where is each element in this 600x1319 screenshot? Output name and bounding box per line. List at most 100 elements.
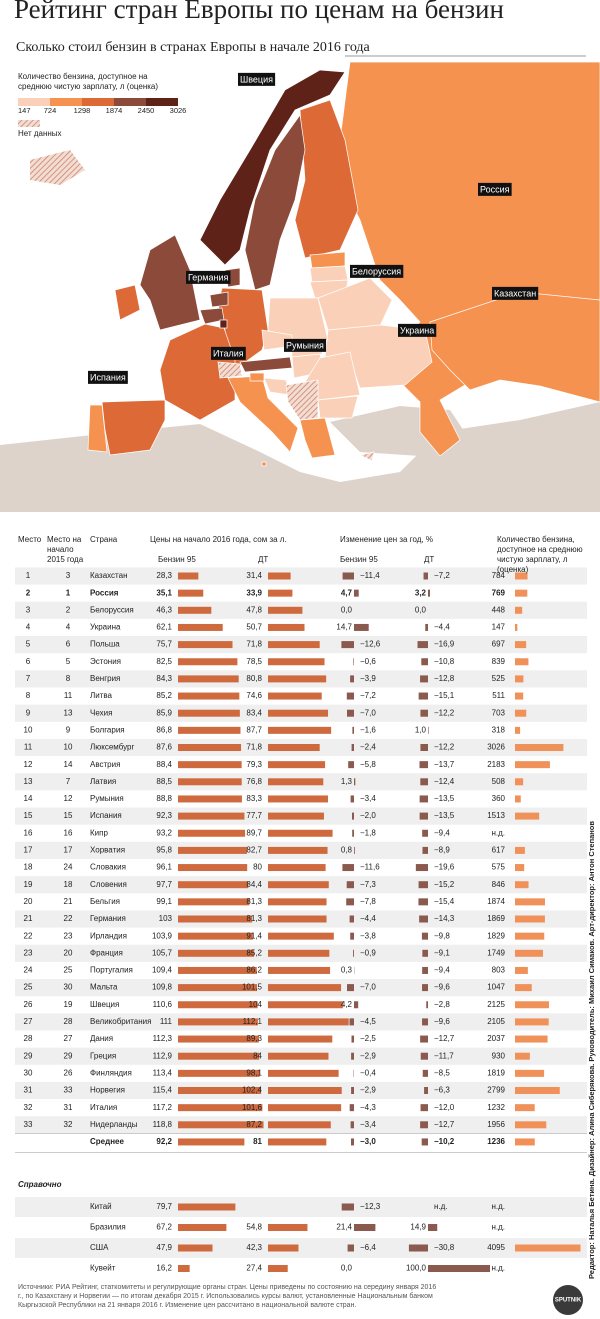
change-bar	[421, 658, 428, 666]
liters-bar	[515, 795, 521, 803]
cell: Португалия	[90, 966, 133, 975]
change-bar	[351, 1087, 354, 1094]
change-bar	[423, 572, 428, 580]
cell: −19,6	[434, 863, 455, 872]
price-bar	[268, 778, 324, 786]
no-data-area	[285, 379, 319, 421]
price-bar	[268, 829, 333, 837]
cell: Белоруссия	[90, 605, 134, 614]
change-bar	[354, 778, 356, 786]
change-bar	[349, 1018, 354, 1026]
cell: 575	[492, 863, 506, 872]
row-stripe	[15, 1238, 587, 1258]
map-label-text: Испания	[90, 372, 126, 382]
cell: 11	[64, 691, 73, 700]
country	[299, 417, 336, 459]
title: Рейтинг стран Европы по ценам на бензин	[14, 0, 504, 24]
cell: 16	[64, 828, 73, 837]
change-bar	[420, 1104, 428, 1112]
cell: −2,9	[360, 1051, 376, 1060]
cell: 26	[64, 1068, 73, 1077]
legend-swatch	[146, 98, 178, 106]
price-bar	[268, 1069, 339, 1077]
cell: −7,2	[360, 691, 376, 700]
price-bar	[178, 881, 249, 889]
country	[317, 395, 359, 419]
cell: 1,3	[341, 777, 353, 786]
change-bar	[422, 949, 428, 957]
sources: Источники: РИА Рейтинг, статкомитеты и р…	[18, 1284, 437, 1309]
liters-bar	[515, 623, 518, 631]
cell: −12,7	[434, 1120, 455, 1129]
cell: 5	[26, 640, 31, 649]
change-bar	[420, 709, 428, 717]
cell: Нидерланды	[90, 1120, 138, 1129]
price-bar	[268, 1265, 288, 1272]
cell: 11	[24, 743, 33, 752]
cell: 118,8	[153, 1120, 173, 1129]
cell: −2,0	[360, 811, 376, 820]
cell: Австрия	[90, 760, 120, 769]
map-label: Германия	[186, 270, 231, 284]
price-bar	[268, 1087, 342, 1094]
price-bar	[268, 1121, 331, 1129]
cell: −3,0	[360, 1137, 376, 1146]
liters-bar	[515, 949, 543, 957]
cell: −7,8	[360, 897, 376, 906]
country	[209, 291, 229, 308]
price-bar	[178, 1265, 190, 1272]
col-header: Изменение цен за год, %	[340, 535, 433, 544]
cell: 84	[253, 1051, 262, 1060]
change-bar	[350, 1121, 354, 1129]
price-bar	[178, 589, 204, 597]
country	[294, 99, 359, 259]
cell: Болгария	[90, 725, 125, 734]
price-bar	[268, 898, 327, 906]
map-label-text: Украина	[400, 325, 434, 335]
change-bar	[421, 1138, 428, 1146]
change-bar	[342, 572, 354, 580]
cell: 85,2	[246, 948, 262, 957]
cell: 511	[492, 691, 505, 700]
cell: 67,2	[156, 1223, 172, 1232]
cell: 803	[492, 966, 506, 975]
cell: 448	[492, 605, 506, 614]
price-bar	[178, 984, 258, 992]
cell: 5	[66, 657, 71, 666]
cell: Украина	[90, 623, 121, 632]
price-bar	[268, 812, 324, 820]
liters-bar	[515, 1138, 535, 1146]
price-bar	[178, 778, 242, 786]
cell: 13	[24, 777, 33, 786]
change-bar	[422, 846, 428, 854]
country	[219, 319, 228, 329]
cell: Италия	[90, 1103, 117, 1112]
cell: Бразилия	[90, 1223, 126, 1232]
liters-bar	[515, 864, 525, 872]
map-label-box	[186, 270, 231, 284]
map-label-box	[398, 323, 437, 337]
change-bar	[346, 881, 354, 889]
cell: 78,5	[246, 657, 262, 666]
price-bar	[178, 709, 240, 717]
cell: Чехия	[90, 708, 112, 717]
price-bar	[268, 881, 329, 889]
price-bar	[268, 606, 303, 614]
cell: 930	[492, 1051, 506, 1060]
price-bar	[178, 744, 242, 751]
cell: 8	[26, 691, 31, 700]
cell: 92,2	[156, 1137, 172, 1146]
liters-bar	[515, 1244, 581, 1252]
price-bar	[178, 1087, 262, 1094]
cell: 1874	[487, 897, 505, 906]
price-bar	[268, 675, 327, 683]
cell: 46,3	[156, 605, 172, 614]
legend-tick: 1298	[74, 106, 91, 115]
cell: 318	[492, 725, 506, 734]
liters-bar	[515, 589, 528, 597]
cell: 75,7	[156, 640, 172, 649]
cell: Норвегия	[90, 1086, 125, 1095]
legend-no-data: Нет данных	[18, 129, 62, 138]
no-data-area	[30, 150, 85, 185]
cell: 97,7	[156, 880, 172, 889]
